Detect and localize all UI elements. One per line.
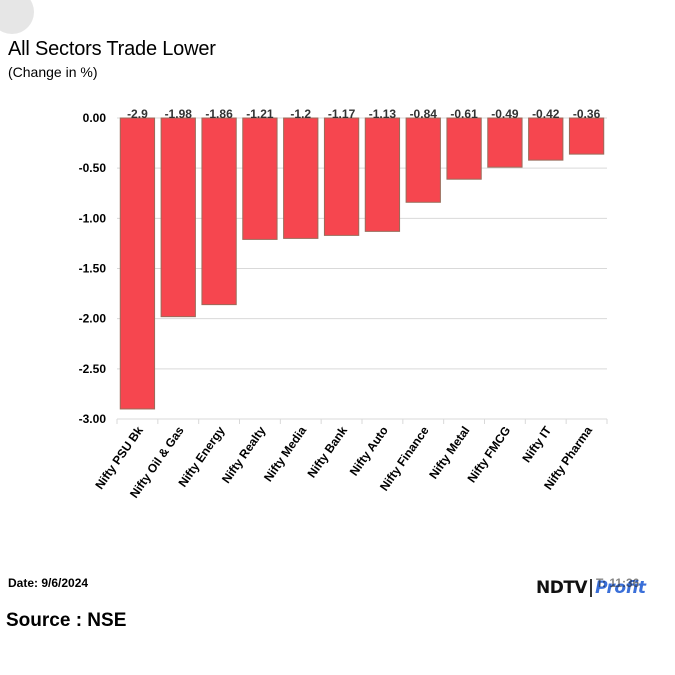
- y-tick-label: -2.00: [79, 312, 107, 326]
- chart-title: All Sectors Trade Lower: [8, 38, 216, 60]
- y-tick-label: 0.00: [83, 111, 107, 125]
- data-label: -1.21: [246, 107, 274, 121]
- logo-separator: [590, 579, 593, 597]
- y-tick-label: -0.50: [79, 161, 107, 175]
- data-label: -1.2: [290, 107, 311, 121]
- category-label: Nifty Bank: [305, 423, 351, 480]
- bar: [405, 117, 441, 203]
- bar: [446, 117, 482, 180]
- bar: [201, 117, 237, 306]
- data-label: -1.17: [328, 107, 356, 121]
- bar-chart: 0.00 -0.50 -1.00 -1.50 -2.00 -2.50 -3.00 -2.9 Ni…: [79, 107, 608, 501]
- y-tick-label: -2.50: [79, 362, 107, 376]
- logo-profit-text: Profit: [595, 578, 646, 598]
- bar: [119, 117, 156, 410]
- date-label: Date: 9/6/2024: [8, 576, 89, 590]
- bar: [487, 117, 523, 168]
- data-label: -1.13: [369, 107, 397, 121]
- y-tick-label: -1.00: [79, 211, 107, 225]
- data-label: -1.86: [205, 107, 233, 121]
- bar: [160, 117, 196, 318]
- bar: [283, 117, 319, 239]
- bar: [323, 117, 360, 236]
- chart-subtitle: (Change in %): [8, 64, 98, 80]
- data-label: -0.36: [573, 107, 601, 121]
- category-label: Nifty Media: [261, 423, 309, 484]
- data-label: -0.49: [491, 107, 519, 121]
- data-label: -1.98: [165, 107, 193, 121]
- bar: [364, 117, 401, 232]
- ndtv-profit-logo: NDTV Profit: [536, 576, 646, 600]
- time-label: T: 11:36: [596, 576, 640, 590]
- category-label: Nifty FMCG: [464, 424, 513, 486]
- data-label: -0.84: [410, 107, 438, 121]
- y-tick-label: -1.50: [79, 262, 107, 276]
- data-label: -0.61: [450, 107, 478, 121]
- source-label: Source : NSE: [6, 610, 127, 631]
- bar: [242, 117, 278, 240]
- y-tick-label: -3.00: [79, 412, 107, 426]
- bar: [568, 117, 605, 155]
- data-label: -0.42: [532, 107, 560, 121]
- category-label: Nifty IT: [519, 423, 554, 465]
- data-label: -2.9: [127, 107, 148, 121]
- category-label: Nifty Auto: [347, 424, 391, 479]
- logo-ndtv-text: NDTV: [536, 578, 588, 598]
- category-label: Nifty Metal: [426, 424, 472, 482]
- bar: [528, 117, 564, 161]
